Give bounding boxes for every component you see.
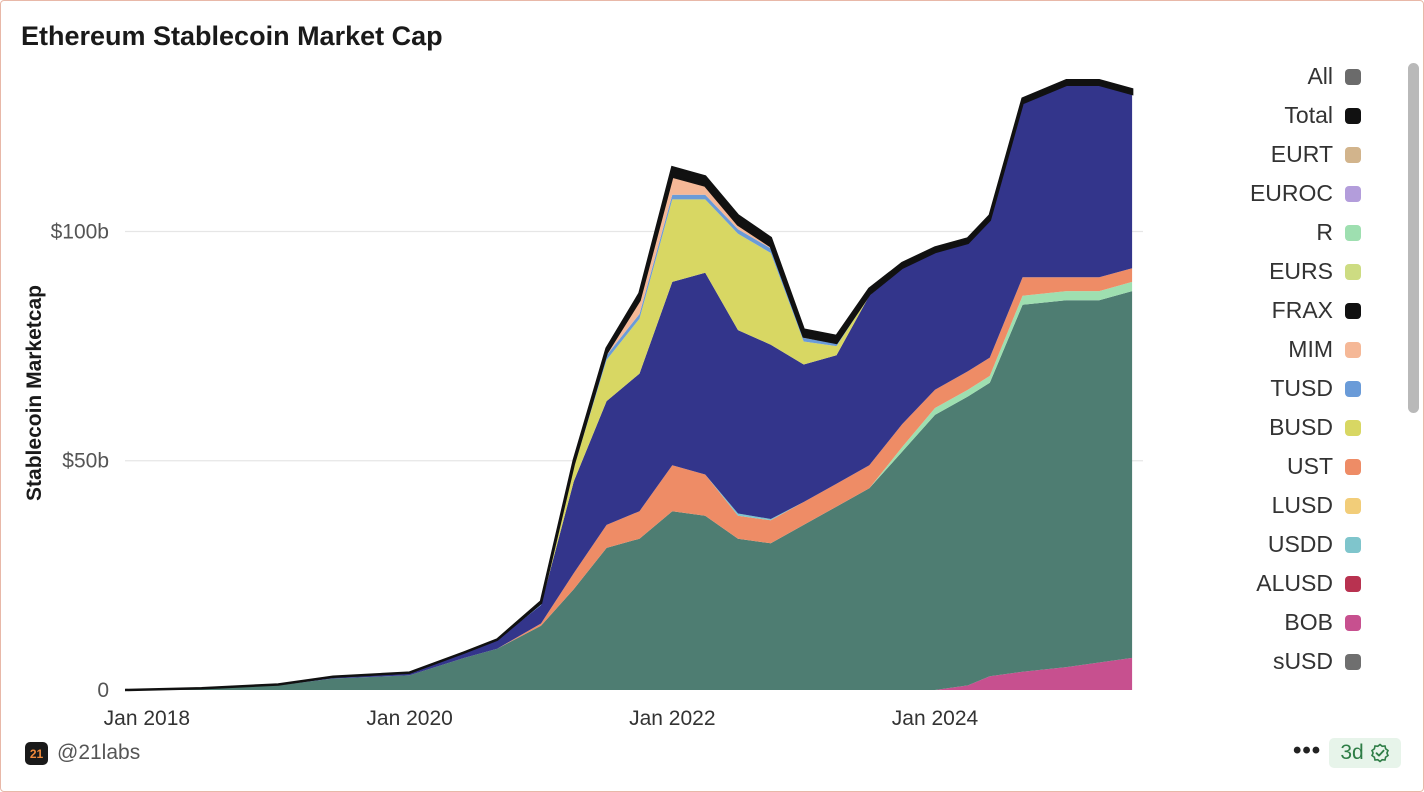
legend-item-mim[interactable]: MIM xyxy=(1161,330,1361,369)
legend-item-r[interactable]: R xyxy=(1161,213,1361,252)
21labs-logo: 21 xyxy=(25,742,48,765)
legend-swatch xyxy=(1345,536,1361,553)
more-options-button[interactable]: ••• xyxy=(1293,737,1322,764)
legend-item-ust[interactable]: UST xyxy=(1161,447,1361,486)
legend-swatch xyxy=(1345,68,1361,85)
legend-swatch xyxy=(1345,458,1361,475)
legend-label: Total xyxy=(1284,102,1333,128)
legend-swatch xyxy=(1345,224,1361,241)
legend-label: FRAX xyxy=(1271,297,1333,323)
legend-swatch xyxy=(1345,497,1361,514)
legend-swatch xyxy=(1345,263,1361,280)
legend-label: All xyxy=(1307,63,1333,89)
x-tick-label: Jan 2024 xyxy=(892,707,979,730)
legend-item-bob[interactable]: BOB xyxy=(1161,603,1361,642)
legend-swatch xyxy=(1345,185,1361,202)
y-tick-label: $50b xyxy=(62,450,109,473)
legend-item-usdd[interactable]: USDD xyxy=(1161,525,1361,564)
legend-scrollbar[interactable] xyxy=(1408,63,1419,413)
legend-item-susd[interactable]: sUSD xyxy=(1161,642,1361,681)
y-tick-labels: 0 $50b $100b xyxy=(51,220,109,702)
stacked-areas[interactable] xyxy=(124,78,1134,692)
legend-label: BUSD xyxy=(1269,414,1333,440)
y-tick-label: $100b xyxy=(51,220,109,243)
legend-item-alusd[interactable]: ALUSD xyxy=(1161,564,1361,603)
x-tick-labels: Jan 2018 Jan 2020 Jan 2022 Jan 2024 xyxy=(104,707,979,730)
legend-swatch xyxy=(1345,653,1361,670)
legend-swatch xyxy=(1345,419,1361,436)
legend-label: LUSD xyxy=(1271,492,1333,518)
legend-label: UST xyxy=(1287,453,1333,479)
area-series-bob[interactable] xyxy=(125,657,1133,690)
legend-item-all[interactable]: All xyxy=(1161,57,1361,96)
legend-swatch xyxy=(1345,107,1361,124)
legend-swatch xyxy=(1345,302,1361,319)
legend-swatch xyxy=(1345,380,1361,397)
legend-label: EUROC xyxy=(1249,180,1333,206)
x-tick-label: Jan 2022 xyxy=(629,707,715,730)
legend-item-eurs[interactable]: EURS xyxy=(1161,252,1361,291)
author-handle[interactable]: @21labs xyxy=(57,741,141,764)
badge-label: 3d xyxy=(1340,741,1364,764)
area-series-usdt[interactable] xyxy=(125,291,1133,690)
legend-label: USDD xyxy=(1267,531,1333,557)
area-series-usdc[interactable] xyxy=(125,84,1133,691)
legend-label: R xyxy=(1316,219,1333,245)
x-tick-label: Jan 2018 xyxy=(104,707,190,730)
legend-label: EURS xyxy=(1269,258,1333,284)
legend-item-euroc[interactable]: EUROC xyxy=(1161,174,1361,213)
legend-item-lusd[interactable]: LUSD xyxy=(1161,486,1361,525)
legend-label: TUSD xyxy=(1270,375,1333,401)
x-tick-label: Jan 2020 xyxy=(366,707,452,730)
y-tick-label: 0 xyxy=(97,679,109,702)
legend-swatch xyxy=(1345,341,1361,358)
legend-label: EURT xyxy=(1270,141,1333,167)
legend-swatch xyxy=(1345,614,1361,631)
legend-item-usdc[interactable]: USDC xyxy=(1161,681,1361,691)
legend-swatch xyxy=(1345,575,1361,592)
legend[interactable]: All Total EURT EUROC R EURS FRAX MIM TUSD BUSD UST… xyxy=(1161,57,1361,691)
legend-item-total[interactable]: Total xyxy=(1161,96,1361,135)
legend-label: sUSD xyxy=(1272,648,1333,674)
legend-item-busd[interactable]: BUSD xyxy=(1161,408,1361,447)
legend-label: MIM xyxy=(1288,336,1333,362)
legend-swatch xyxy=(1345,146,1361,163)
legend-item-frax[interactable]: FRAX xyxy=(1161,291,1361,330)
legend-label: BOB xyxy=(1284,609,1333,635)
legend-item-tusd[interactable]: TUSD xyxy=(1161,369,1361,408)
legend-label: USDC xyxy=(1268,687,1333,691)
legend-label: ALUSD xyxy=(1256,570,1333,596)
chart-title: Ethereum Stablecoin Market Cap xyxy=(21,21,443,51)
refresh-badge[interactable]: 3d xyxy=(1329,738,1401,768)
check-circle-icon xyxy=(1370,743,1389,763)
legend-item-eurt[interactable]: EURT xyxy=(1161,135,1361,174)
area-series-frax[interactable] xyxy=(124,78,1134,692)
